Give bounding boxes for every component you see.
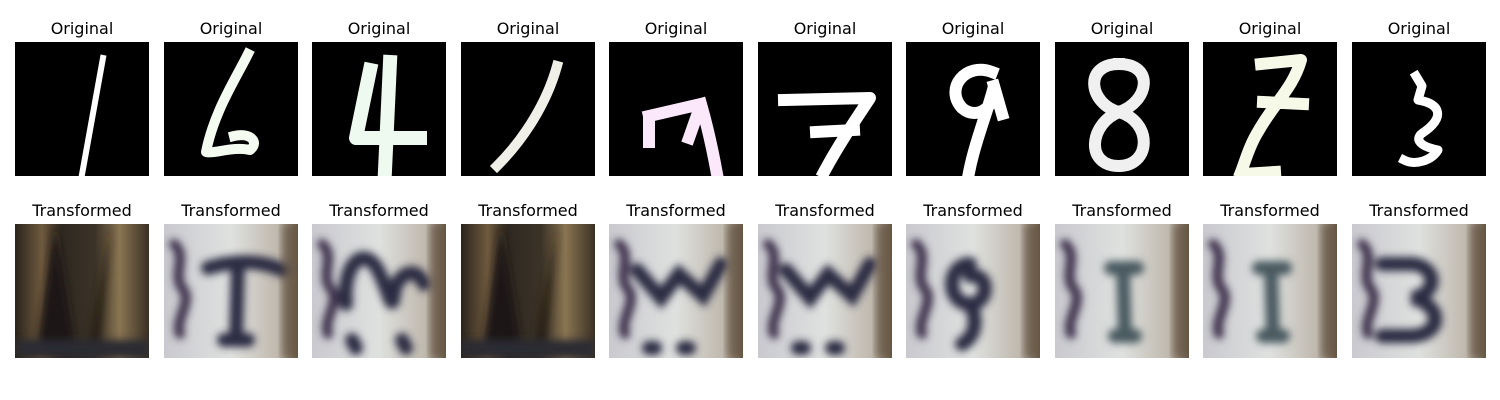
original-image: [1055, 42, 1189, 176]
panel-title: Transformed: [626, 201, 726, 220]
panel-title: Original: [1387, 19, 1451, 38]
panel-title: Original: [1238, 19, 1302, 38]
transformed-image: [906, 224, 1040, 358]
digit-stroke: [1397, 69, 1443, 167]
digit-stroke: [78, 54, 107, 176]
original-image: [906, 42, 1040, 176]
background: [1352, 42, 1486, 176]
digit-blur: [630, 257, 728, 355]
panel-title: Transformed: [478, 201, 578, 220]
original-image: [461, 42, 595, 176]
digit-stroke: [1233, 54, 1310, 176]
digit-image: [758, 224, 892, 358]
digit-image: [461, 42, 595, 176]
original-image: [164, 42, 298, 176]
digit-image: [312, 224, 446, 358]
background: [461, 224, 595, 358]
panel-title: Transformed: [181, 201, 281, 220]
panel-title: Original: [793, 19, 857, 38]
digit-image: [906, 224, 1040, 358]
blur-shapes: [169, 239, 289, 347]
blur-shapes: [614, 239, 728, 355]
transformed-image: [164, 224, 298, 358]
digit-stroke: [641, 96, 724, 176]
transformed-image: [609, 224, 743, 358]
digit-image: [1203, 224, 1337, 358]
digit-stroke: [949, 63, 1010, 176]
digit-blur: [338, 251, 431, 355]
digit-image: [164, 224, 298, 358]
digit-stroke: [201, 47, 259, 158]
digit-image: [15, 224, 149, 358]
digit-blur: [1104, 261, 1144, 343]
original-image: [15, 42, 149, 176]
panel-title: Original: [50, 19, 114, 38]
panel-title: Transformed: [1220, 201, 1320, 220]
digit-image: [1352, 42, 1486, 176]
original-image: [1203, 42, 1337, 176]
panel-title: Transformed: [32, 201, 132, 220]
panel-title: Transformed: [775, 201, 875, 220]
digit-image: [1203, 42, 1337, 176]
panel-title: Transformed: [329, 201, 429, 220]
panel-title: Original: [941, 19, 1005, 38]
digit-blur: [945, 257, 992, 351]
digit-stroke: [1088, 57, 1150, 172]
transformed-image: [758, 224, 892, 358]
original-image: [609, 42, 743, 176]
digit-image: [609, 42, 743, 176]
digit-image: [461, 224, 595, 358]
background: [758, 42, 892, 176]
panel-title: Transformed: [923, 201, 1023, 220]
panel-title: Transformed: [1072, 201, 1172, 220]
digit-stroke: [349, 54, 427, 176]
blur-shapes: [1060, 239, 1144, 343]
background: [461, 42, 595, 176]
digit-image: [1055, 224, 1189, 358]
digit-stroke: [777, 92, 876, 176]
digit-image: [906, 42, 1040, 176]
panel-title: Original: [1090, 19, 1154, 38]
original-image: [312, 42, 446, 176]
blur-shapes: [461, 224, 595, 358]
blur-shapes: [911, 239, 992, 351]
panel-title: Original: [644, 19, 708, 38]
digit-blur: [779, 257, 877, 355]
blur-shapes: [15, 224, 149, 358]
transformed-image: [312, 224, 446, 358]
panel-title: Original: [199, 19, 263, 38]
background: [15, 224, 149, 358]
panel-title: Original: [347, 19, 411, 38]
blur-shapes: [763, 239, 877, 355]
digit-blur: [201, 255, 289, 347]
blur-shapes: [317, 239, 431, 355]
digit-image: [15, 42, 149, 176]
background: [164, 42, 298, 176]
digit-image: [758, 42, 892, 176]
background: [15, 42, 149, 176]
transformed-image: [1352, 224, 1486, 358]
original-image: [758, 42, 892, 176]
original-image: [1352, 42, 1486, 176]
digit-image: [1352, 224, 1486, 358]
digit-image: [1055, 42, 1189, 176]
panel-title: Transformed: [1369, 201, 1469, 220]
digit-image: [609, 224, 743, 358]
digit-blur: [1375, 257, 1443, 343]
digit-blur: [1252, 261, 1292, 343]
panel-title: Original: [496, 19, 560, 38]
transformed-image: [1203, 224, 1337, 358]
digit-image: [164, 42, 298, 176]
transformed-image: [15, 224, 149, 358]
blur-shapes: [1208, 239, 1292, 343]
blur-shapes: [1357, 239, 1443, 343]
digit-stroke: [489, 59, 564, 174]
transformed-image: [1055, 224, 1189, 358]
transformed-image: [461, 224, 595, 358]
digit-image: [312, 42, 446, 176]
